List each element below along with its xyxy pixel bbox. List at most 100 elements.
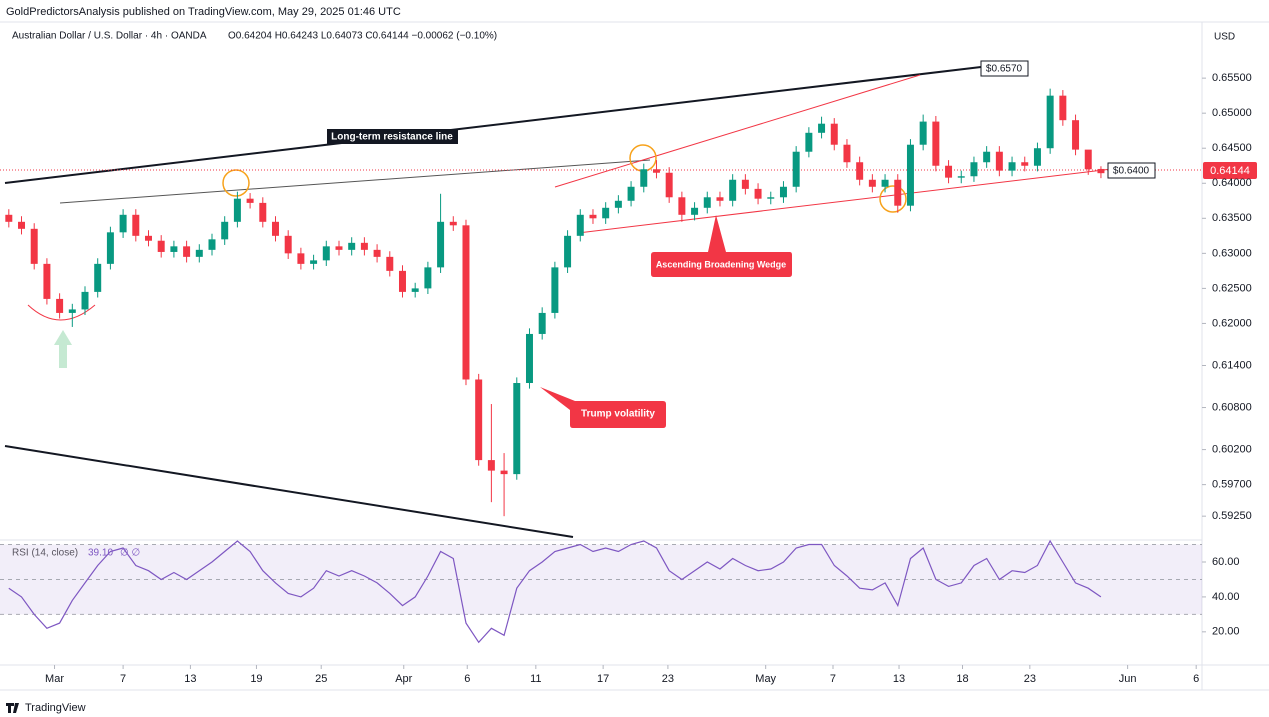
candle-body: [221, 221, 229, 240]
candle-body: [259, 202, 267, 222]
brand-logo: [6, 703, 19, 713]
candle-body: [538, 312, 546, 334]
x-tick-label: Jun: [1119, 673, 1137, 685]
candle-body: [932, 121, 940, 166]
rsi-value: 39.10: [88, 548, 113, 559]
y-tick-label: 0.65500: [1212, 72, 1252, 84]
candle-body: [297, 253, 305, 264]
y-tick-label: 0.60200: [1212, 443, 1252, 455]
candle-body: [43, 263, 51, 299]
x-tick-label: 23: [662, 673, 674, 685]
candle-body: [462, 225, 470, 380]
candle-body: [627, 186, 635, 201]
price-tag-text: 0.64144: [1210, 165, 1250, 177]
candle-body: [754, 188, 762, 199]
candle-body: [564, 235, 572, 268]
candle-body: [691, 207, 699, 215]
candle-body: [1008, 162, 1016, 171]
x-tick-label: May: [755, 673, 776, 685]
candle-body: [94, 263, 102, 292]
x-tick-label: 13: [184, 673, 196, 685]
x-tick-label: Mar: [45, 673, 64, 685]
price-pane: [5, 88, 1105, 517]
candle-body: [665, 172, 673, 198]
candle-body: [119, 214, 127, 233]
candle-body: [322, 246, 330, 261]
candle-body: [614, 200, 622, 208]
y-tick-label: 0.64500: [1212, 142, 1252, 154]
highlight-circle: [879, 185, 907, 213]
candle-body: [1097, 168, 1105, 174]
currency: USD: [1214, 32, 1235, 43]
candle-body: [767, 197, 775, 199]
rsi-tick-label: 60.00: [1212, 556, 1240, 568]
candle-body: [551, 267, 559, 313]
support-line: [4, 445, 574, 538]
candle-body: [500, 470, 508, 475]
candle-body: [945, 165, 953, 178]
candle-body: [272, 221, 279, 236]
rsi-line: [8, 539, 1102, 644]
x-tick-label: 7: [830, 673, 836, 685]
y-tick-label: 0.62500: [1212, 282, 1252, 294]
candle-body: [157, 240, 165, 252]
candle-body: [525, 333, 533, 384]
candle-body: [5, 214, 13, 222]
symbol: Australian Dollar / U.S. Dollar · 4h · O…: [12, 31, 207, 42]
y-tick-label: 0.62000: [1212, 317, 1252, 329]
candle-body: [68, 309, 76, 313]
candle-body: [894, 179, 902, 206]
y-tick-label: 0.59250: [1212, 510, 1252, 522]
candle-body: [56, 298, 64, 313]
candle-body: [970, 162, 978, 177]
y-tick-label: 0.59700: [1212, 479, 1252, 491]
candle-body: [360, 242, 368, 250]
x-tick-label: 6: [464, 673, 470, 685]
candle-body: [106, 232, 114, 264]
highlight-circle: [222, 169, 250, 197]
level-box: [1107, 162, 1156, 179]
candle-body: [170, 246, 178, 252]
candle-body: [310, 260, 318, 264]
rsi-tick-label: 20.00: [1212, 626, 1240, 638]
candle-body: [856, 162, 864, 180]
candle-body: [132, 214, 140, 236]
price-tag: [1203, 162, 1257, 179]
annotation-box: [327, 129, 458, 144]
candle-body: [233, 198, 241, 222]
x-tick-label: 11: [530, 673, 541, 685]
rsi-name: RSI (14, close): [12, 548, 78, 559]
candle-body: [779, 186, 787, 198]
candle-body: [602, 207, 610, 219]
candle-body: [1021, 162, 1029, 166]
candle-body: [957, 176, 965, 178]
x-tick-label: 18: [956, 673, 968, 685]
y-tick-label: 0.63500: [1212, 212, 1252, 224]
level-box: [980, 60, 1029, 77]
candle-body: [1046, 95, 1054, 149]
candle-body: [1033, 148, 1041, 166]
callout-text: Ascending Broadening Wedge: [656, 259, 786, 269]
candle-body: [424, 267, 432, 289]
candle-body: [18, 221, 26, 229]
publisher-line: GoldPredictorsAnalysis published on Trad…: [6, 6, 401, 18]
x-tick-label: 17: [597, 673, 609, 685]
candle-body: [348, 242, 356, 250]
candle-body: [513, 383, 521, 475]
candle-body: [475, 379, 483, 461]
candle-body: [983, 151, 991, 163]
candle-body: [868, 179, 876, 187]
brand: TradingView: [25, 702, 86, 714]
candle-body: [195, 249, 203, 257]
y-tick-label: 0.60800: [1212, 401, 1252, 413]
candle-body: [843, 144, 851, 163]
candle-body: [398, 270, 406, 292]
x-tick-label: Apr: [395, 673, 412, 685]
candle-body: [1072, 120, 1080, 150]
candle-body: [145, 235, 152, 241]
candle-body: [716, 197, 724, 201]
x-tick-label: 6: [1193, 673, 1199, 685]
candle-body: [906, 144, 914, 206]
level-text: $0.6570: [986, 64, 1023, 75]
